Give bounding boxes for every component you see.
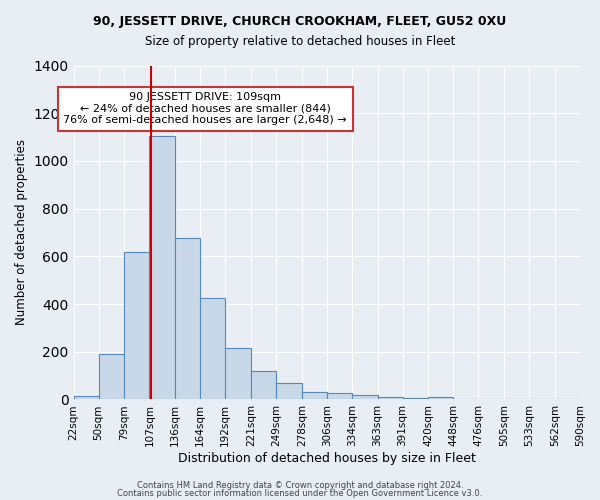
Bar [403, 398, 428, 400]
Bar [428, 396, 454, 400]
Text: 90, JESSETT DRIVE, CHURCH CROOKHAM, FLEET, GU52 0XU: 90, JESSETT DRIVE, CHURCH CROOKHAM, FLEE… [94, 15, 506, 28]
Bar [175, 238, 200, 400]
Y-axis label: Number of detached properties: Number of detached properties [15, 140, 28, 326]
Bar [124, 252, 149, 400]
Bar [276, 383, 302, 400]
Bar [200, 298, 225, 400]
Bar [377, 397, 403, 400]
Bar [327, 393, 352, 400]
Bar [251, 371, 276, 400]
Bar [352, 395, 377, 400]
Bar [98, 354, 124, 400]
Text: 90 JESSETT DRIVE: 109sqm
← 24% of detached houses are smaller (844)
76% of semi-: 90 JESSETT DRIVE: 109sqm ← 24% of detach… [64, 92, 347, 126]
Bar [74, 396, 98, 400]
X-axis label: Distribution of detached houses by size in Fleet: Distribution of detached houses by size … [178, 452, 476, 465]
Text: Size of property relative to detached houses in Fleet: Size of property relative to detached ho… [145, 35, 455, 48]
Text: Contains public sector information licensed under the Open Government Licence v3: Contains public sector information licen… [118, 488, 482, 498]
Bar [149, 136, 175, 400]
Bar [302, 392, 327, 400]
Bar [225, 348, 251, 400]
Text: Contains HM Land Registry data © Crown copyright and database right 2024.: Contains HM Land Registry data © Crown c… [137, 481, 463, 490]
